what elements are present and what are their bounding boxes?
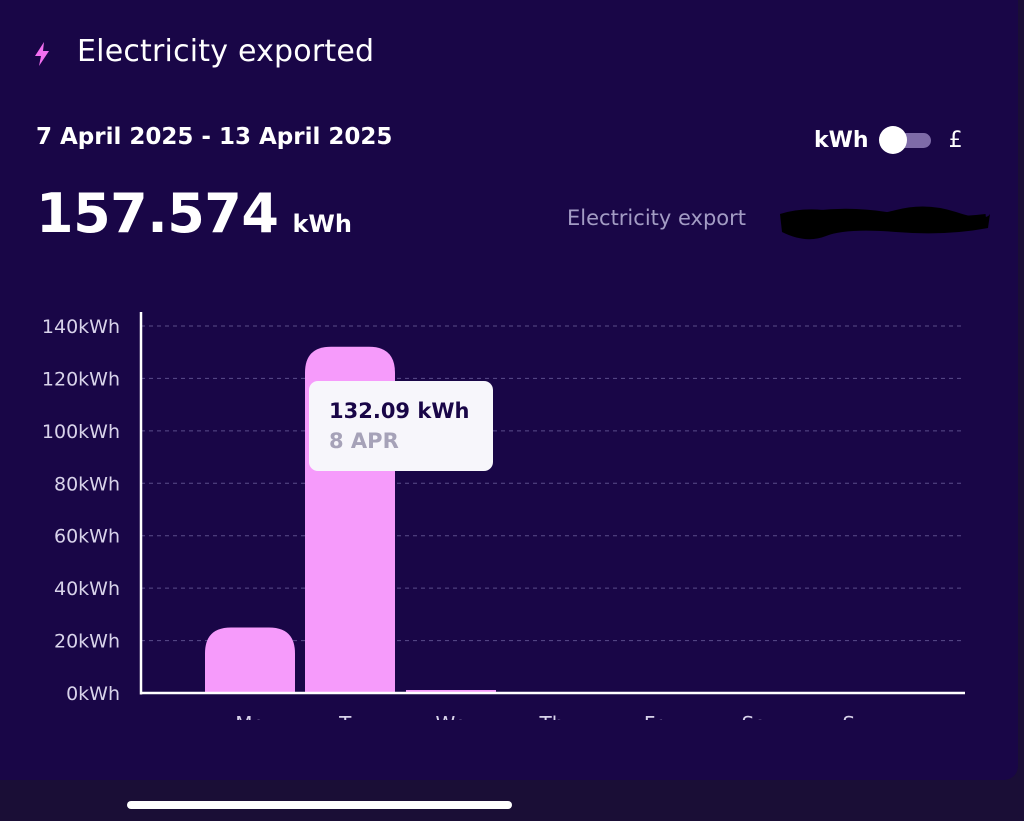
y-tick-label: 80kWh — [54, 473, 120, 495]
page-title: Electricity exported — [77, 34, 375, 69]
x-tick-label: Th — [539, 712, 565, 720]
bar-mo — [205, 627, 295, 693]
x-tick-label: Su — [842, 712, 867, 720]
total-export: 157.574 kWh — [36, 182, 352, 245]
tooltip-date: 8 APR — [329, 429, 399, 453]
x-tick-label: Tu — [338, 712, 361, 720]
x-tick-label: We — [436, 712, 467, 720]
export-source-label: Electricity export — [567, 206, 747, 230]
toggle-knob[interactable] — [878, 126, 907, 154]
redaction-scribble — [780, 206, 990, 240]
date-range[interactable]: 7 April 2025 - 13 April 2025 — [36, 124, 393, 150]
y-tick-label: 140kWh — [42, 316, 120, 338]
x-tick-label: Sa — [742, 712, 767, 720]
pound-toggle-label[interactable]: £ — [948, 127, 963, 153]
lightning-icon — [35, 42, 49, 66]
y-tick-label: 60kWh — [54, 526, 120, 548]
y-tick-label: 20kWh — [54, 631, 120, 653]
bar-tooltip: 132.09 kWh 8 APR — [309, 381, 493, 471]
tooltip-value: 132.09 kWh — [329, 399, 470, 423]
total-unit: kWh — [292, 210, 352, 238]
electricity-export-card: Electricity exported 7 April 2025 - 13 A… — [0, 0, 1018, 780]
unit-toggle[interactable]: kWh £ — [814, 122, 963, 158]
x-tick-label: Fr — [644, 712, 663, 720]
y-tick-label: 40kWh — [54, 578, 120, 600]
total-value: 157.574 — [36, 182, 279, 245]
unit-toggle-switch[interactable] — [878, 126, 931, 154]
x-tick-label: Mo — [235, 712, 265, 720]
y-tick-label: 100kWh — [42, 421, 120, 443]
export-bar-chart: 0kWh 20kWh 40kWh 60kWh 80kWh 100kWh 120kWh 140k… — [42, 312, 965, 720]
home-indicator[interactable] — [127, 801, 512, 809]
y-tick-label: 120kWh — [42, 368, 120, 390]
y-tick-label: 0kWh — [66, 683, 120, 705]
kwh-toggle-label[interactable]: kWh — [814, 127, 869, 153]
